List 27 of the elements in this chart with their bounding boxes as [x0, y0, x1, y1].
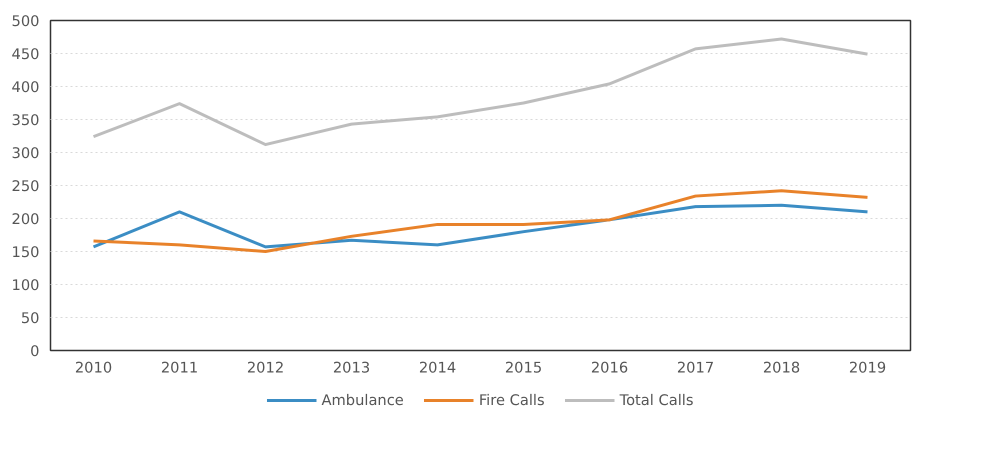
- y-tick-label: 50: [20, 310, 40, 327]
- line-series: [92, 204, 869, 248]
- line-series: [92, 189, 869, 253]
- y-tick-label: 150: [12, 244, 40, 261]
- x-tick-label: 2018: [762, 360, 800, 376]
- y-tick-label: 400: [12, 79, 40, 96]
- x-tick-label: 2019: [848, 360, 886, 376]
- x-tick-label: 2012: [246, 360, 284, 376]
- x-tick-label: 2017: [676, 360, 714, 376]
- y-tick-label: 250: [12, 178, 40, 195]
- line-series: [92, 37, 869, 146]
- x-tick-label: 2013: [332, 360, 370, 376]
- y-tick-label: 100: [12, 277, 40, 294]
- y-tick-label: 500: [12, 13, 40, 30]
- x-tick-label: 2016: [590, 360, 628, 376]
- y-tick-label: 0: [30, 343, 40, 360]
- legend-label: Total Calls: [620, 392, 694, 408]
- x-tick-label: 2014: [418, 360, 456, 376]
- x-tick-label: 2011: [160, 360, 198, 376]
- legend-label: Fire Calls: [478, 392, 545, 408]
- y-tick-label: 450: [12, 46, 40, 63]
- y-tick-label: 200: [12, 211, 40, 228]
- legend-label: Ambulance: [321, 392, 404, 408]
- y-tick-label: 350: [12, 112, 40, 129]
- y-tick-label: 300: [12, 145, 40, 162]
- x-tick-label: 2015: [504, 360, 542, 376]
- x-tick-label: 2010: [74, 360, 112, 376]
